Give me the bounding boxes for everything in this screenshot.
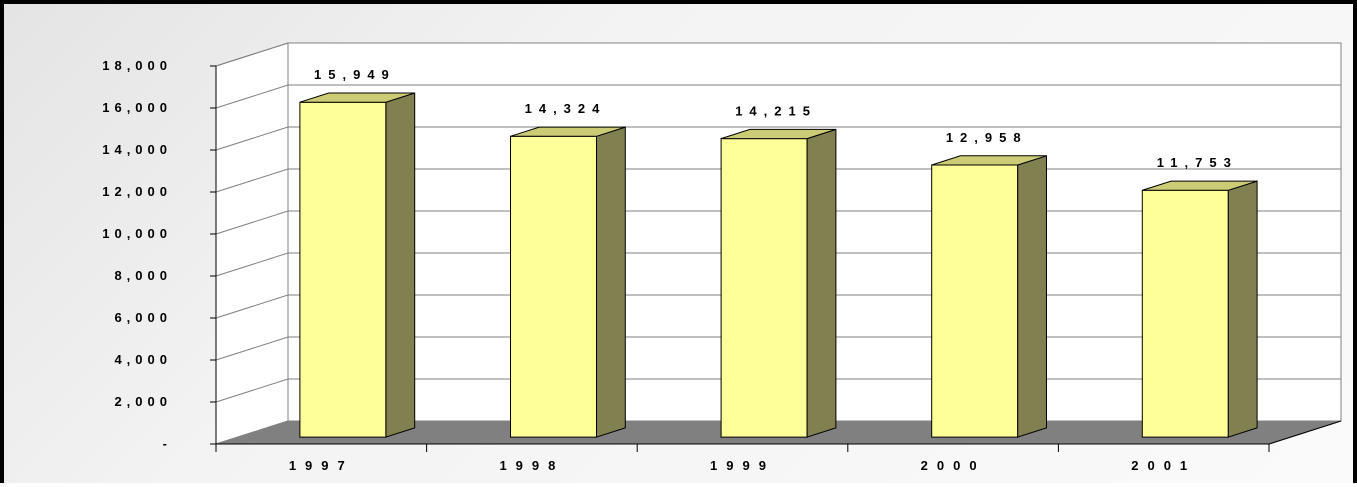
bar-front [931, 164, 1019, 438]
bar-chart: - 2,000 4,000 6,000 8,000 10,000 12,000 14,000 1… [102, 42, 1342, 473]
x-tick-label: 1997 [289, 458, 354, 473]
bar-top [1142, 180, 1258, 191]
bar-side [596, 126, 626, 438]
y-tick-label: 10,000 [102, 226, 172, 241]
gridline [215, 42, 1341, 67]
y-tick-label: 6,000 [114, 310, 172, 325]
y-tick-label: 16,000 [102, 100, 172, 115]
bar [931, 155, 1047, 438]
bar-side [385, 92, 416, 438]
bar-side [806, 128, 837, 438]
bars [299, 92, 1258, 438]
y-tick-label: 18,000 [102, 58, 172, 73]
bar-top [931, 155, 1047, 166]
bar [720, 128, 837, 438]
bar-front [1141, 189, 1229, 438]
floor-edge [1268, 420, 1342, 445]
data-label: 11,753 [1157, 155, 1238, 170]
gridline [215, 84, 1341, 109]
bar-front [720, 138, 808, 438]
x-tick-label: 2001 [1131, 458, 1196, 473]
labels: - 2,000 4,000 6,000 8,000 10,000 12,000 14,000 1… [102, 58, 1238, 473]
x-tick-label: 2000 [921, 458, 986, 473]
data-label: 14,215 [735, 103, 817, 118]
bar-side [1227, 180, 1258, 438]
y-tick-label: 4,000 [114, 352, 172, 367]
x-tick-label: 1998 [499, 458, 564, 473]
y-tick-label: 8,000 [114, 268, 172, 283]
y-tick-label: 14,000 [102, 142, 172, 157]
data-label: 15,949 [314, 67, 396, 82]
x-tick-label: 1999 [710, 458, 775, 473]
axes [210, 65, 1342, 452]
y-tick-label: 2,000 [114, 394, 172, 409]
data-label: 12,958 [946, 130, 1028, 145]
bar [510, 126, 626, 438]
bar-top [299, 92, 415, 103]
bar [299, 92, 416, 438]
bar-top [720, 128, 837, 140]
gridline [215, 126, 1341, 151]
bar-front [510, 135, 597, 438]
y-tick-label: - [163, 436, 172, 451]
y-tick-label: 12,000 [102, 184, 172, 199]
bar-side [1017, 155, 1047, 438]
bar [1141, 180, 1258, 438]
bar-top [510, 126, 626, 137]
bar-front [299, 101, 387, 438]
side-wall [215, 42, 289, 445]
data-label: 14,324 [525, 101, 607, 116]
